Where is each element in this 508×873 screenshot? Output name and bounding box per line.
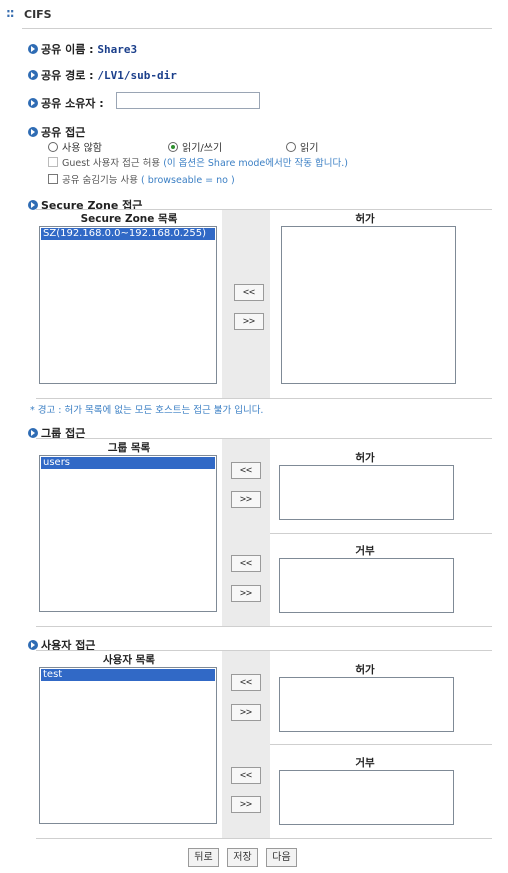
- access-option-readwrite[interactable]: 읽기/쓰기: [168, 139, 222, 154]
- secure-zone-listbox[interactable]: SZ(192.168.0.0~192.168.0.255): [39, 226, 217, 384]
- user-deny-add-button[interactable]: <<: [231, 767, 261, 784]
- user-access-header: 사용자 접근: [28, 637, 95, 653]
- user-allow-add-button[interactable]: <<: [231, 674, 261, 691]
- access-option-read-label: 읽기: [300, 143, 319, 154]
- group-bottom-line: [36, 626, 492, 627]
- user-list-title: 사용자 목록: [103, 654, 155, 666]
- hidden-share-note: ( browseable = no ): [141, 175, 235, 186]
- bullet-icon: [28, 127, 38, 137]
- secure-zone-warning: * 경고 : 허가 목록에 없는 모든 호스트는 접근 불가 입니다.: [30, 405, 264, 416]
- secure-zone-item[interactable]: SZ(192.168.0.0~192.168.0.255): [41, 228, 215, 240]
- user-deny-listbox[interactable]: [279, 770, 454, 825]
- share-path-row: 공유 경로 : /LV1/sub-dir: [28, 67, 177, 83]
- access-option-read[interactable]: 읽기: [286, 139, 318, 154]
- user-deny-remove-button[interactable]: >>: [231, 796, 261, 813]
- group-access-section-label: 그룹 접근: [41, 427, 86, 440]
- secure-zone-header: Secure Zone 접근: [28, 197, 142, 213]
- group-deny-listbox[interactable]: [279, 558, 454, 613]
- group-mid-line: [270, 533, 492, 534]
- share-name-label: 공유 이름 :: [41, 43, 94, 56]
- save-button[interactable]: 저장: [227, 848, 258, 867]
- bullet-icon: [28, 640, 38, 650]
- share-owner-input[interactable]: [116, 92, 260, 109]
- header-divider: [22, 28, 492, 29]
- header-dots-icon: ::: [6, 6, 15, 20]
- radio-read[interactable]: [286, 142, 296, 152]
- bullet-icon: [28, 98, 38, 108]
- group-top-line: [36, 438, 492, 439]
- user-access-section-label: 사용자 접근: [41, 639, 96, 652]
- share-name-row: 공유 이름 : Share3: [28, 41, 137, 57]
- guest-access-label: Guest 사용자 접근 허용: [62, 158, 161, 169]
- secure-zone-remove-button[interactable]: >>: [234, 313, 264, 330]
- share-name-value: Share3: [97, 43, 138, 56]
- group-listbox[interactable]: users: [39, 455, 217, 612]
- secure-zone-top-line: [36, 209, 492, 210]
- group-allow-title: 허가: [355, 452, 375, 464]
- secure-zone-allow-title: 허가: [355, 213, 375, 225]
- user-mid-line: [270, 744, 492, 745]
- secure-zone-list-title: Secure Zone 목록: [80, 213, 178, 225]
- radio-none[interactable]: [48, 142, 58, 152]
- share-owner-label: 공유 소유자 :: [41, 97, 104, 110]
- user-top-line: [36, 650, 492, 651]
- radio-readwrite[interactable]: [168, 142, 178, 152]
- user-bottom-line: [36, 838, 492, 839]
- group-deny-remove-button[interactable]: >>: [231, 585, 261, 602]
- group-item[interactable]: users: [41, 457, 215, 469]
- access-option-none[interactable]: 사용 않함: [48, 139, 102, 154]
- user-allow-listbox[interactable]: [279, 677, 454, 732]
- guest-access-checkbox[interactable]: [48, 157, 58, 167]
- share-access-label: 공유 접근: [41, 126, 86, 139]
- page-title: CIFS: [24, 8, 52, 21]
- guest-access-row: Guest 사용자 접근 허용 (이 옵션은 Share mode에서만 작동 …: [48, 155, 348, 169]
- guest-access-note: (이 옵션은 Share mode에서만 작동 합니다.): [163, 158, 348, 169]
- user-allow-remove-button[interactable]: >>: [231, 704, 261, 721]
- share-path-value: /LV1/sub-dir: [97, 69, 177, 82]
- access-option-none-label: 사용 않함: [62, 143, 102, 154]
- secure-zone-add-button[interactable]: <<: [234, 284, 264, 301]
- hidden-share-label: 공유 숨김기능 사용: [62, 175, 138, 186]
- secure-zone-allow-listbox[interactable]: [281, 226, 456, 384]
- share-owner-row: 공유 소유자 :: [28, 95, 104, 111]
- bullet-icon: [28, 200, 38, 210]
- user-allow-title: 허가: [355, 664, 375, 676]
- bullet-icon: [28, 44, 38, 54]
- back-button[interactable]: 뒤로: [188, 848, 219, 867]
- group-deny-title: 거부: [355, 545, 375, 557]
- bullet-icon: [28, 70, 38, 80]
- group-allow-add-button[interactable]: <<: [231, 462, 261, 479]
- group-allow-listbox[interactable]: [279, 465, 454, 520]
- secure-zone-section-label: Secure Zone 접근: [41, 199, 143, 212]
- bullet-icon: [28, 428, 38, 438]
- share-path-label: 공유 경로 :: [41, 69, 94, 82]
- group-allow-remove-button[interactable]: >>: [231, 491, 261, 508]
- share-access-row: 공유 접근: [28, 124, 85, 140]
- secure-zone-bottom-line: [36, 398, 492, 399]
- user-item[interactable]: test: [41, 669, 215, 681]
- user-deny-title: 거부: [355, 757, 375, 769]
- hidden-share-checkbox[interactable]: [48, 174, 58, 184]
- user-listbox[interactable]: test: [39, 667, 217, 824]
- hidden-share-row: 공유 숨김기능 사용 ( browseable = no ): [48, 172, 235, 186]
- group-access-header: 그룹 접근: [28, 425, 85, 441]
- group-list-title: 그룹 목록: [107, 442, 151, 454]
- group-deny-add-button[interactable]: <<: [231, 555, 261, 572]
- next-button[interactable]: 다음: [266, 848, 297, 867]
- access-option-readwrite-label: 읽기/쓰기: [182, 143, 223, 154]
